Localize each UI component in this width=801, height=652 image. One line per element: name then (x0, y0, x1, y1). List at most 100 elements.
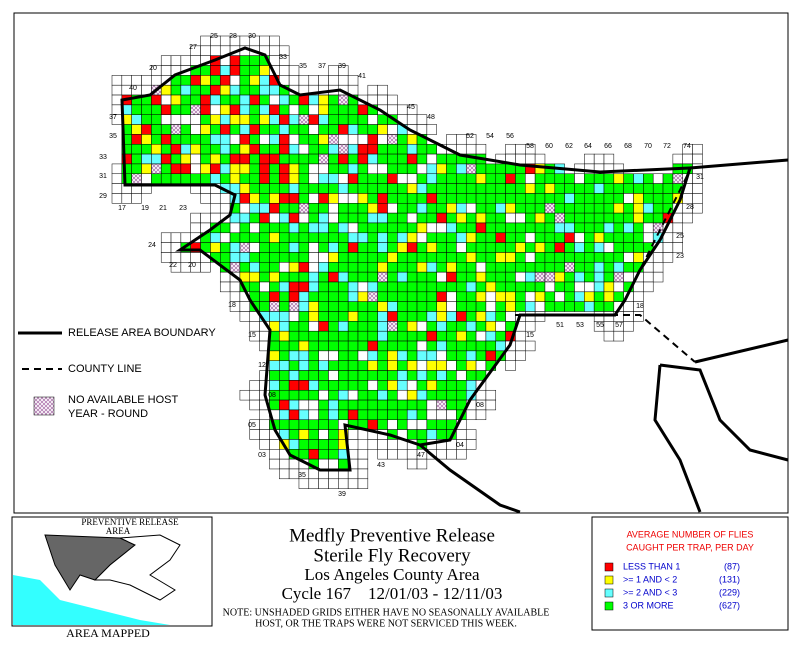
grid-cell (279, 143, 290, 155)
grid-cell (347, 409, 359, 421)
grid-cell (544, 291, 556, 302)
grid-cell (397, 252, 408, 263)
grid-cell (465, 252, 477, 263)
grid-label: 40 (129, 85, 137, 92)
grid-cell (584, 222, 595, 234)
grid-label: 66 (604, 143, 612, 150)
grid-cell (426, 340, 437, 352)
grid-cell (465, 291, 477, 302)
grid-cell (525, 340, 536, 352)
grid-cell (525, 203, 536, 214)
grid-cell (328, 330, 339, 342)
grid-cell (574, 291, 585, 302)
grid-cell (367, 360, 378, 371)
grid-cell (259, 429, 270, 440)
grid-cell (328, 370, 339, 381)
grid-label: 47 (417, 452, 425, 459)
grid-cell (160, 153, 172, 165)
grid-cell (387, 321, 398, 332)
grid-label: 31 (99, 173, 107, 180)
grid-cell (259, 252, 270, 263)
grid-cell (406, 340, 418, 352)
grid-cell (485, 163, 497, 175)
grid-cell (288, 389, 300, 401)
grid-cell (525, 291, 536, 302)
grid-cell (387, 330, 398, 342)
grid-cell (692, 193, 703, 204)
grid-cell (623, 242, 634, 253)
grid-cell (111, 84, 123, 96)
inset-ocean (13, 575, 170, 625)
grid-cell (475, 262, 487, 273)
grid-cell (534, 153, 546, 165)
grid-cell (446, 252, 457, 263)
grid-cell (279, 281, 290, 293)
grid-cell (387, 153, 398, 165)
grid-cell (239, 55, 251, 66)
grid-cell (397, 321, 408, 332)
grid-cell (554, 271, 565, 283)
grid-cell (338, 321, 349, 332)
grid-cell (308, 242, 319, 253)
grid-cell (554, 212, 565, 224)
grid-cell (534, 173, 546, 184)
grid-cell (347, 212, 359, 224)
grid-cell (505, 193, 516, 204)
grid-cell (328, 429, 339, 440)
grid-cell (436, 262, 447, 273)
grid-cell (446, 271, 457, 283)
grid-cell (505, 232, 516, 243)
grid-cell (652, 173, 664, 184)
grid-cell (249, 429, 260, 440)
grid-cell (259, 439, 270, 450)
grid-cell (318, 183, 329, 194)
grid-cell (397, 419, 408, 430)
grid-cell (318, 252, 329, 263)
grid-cell (338, 124, 349, 135)
grid-cell (426, 183, 437, 194)
grid-cell (397, 409, 408, 421)
grid-cell (593, 252, 605, 263)
grid-cell (623, 212, 634, 224)
grid-cell (406, 449, 418, 460)
grid-cell (377, 94, 388, 106)
grid-cell (328, 173, 339, 184)
map-frame (13, 12, 789, 514)
grid-cell (426, 232, 437, 243)
grid-cell (279, 389, 290, 401)
grid-cell (279, 321, 290, 332)
grid-cell (269, 252, 280, 263)
grid-cell (426, 212, 437, 224)
grid-cell (485, 262, 497, 273)
grid-cell (357, 252, 369, 263)
grid-cell (416, 114, 428, 125)
grid-cell (613, 252, 624, 263)
grid-cell (367, 84, 378, 96)
grid-cell (210, 203, 221, 214)
grid-cell (367, 124, 378, 135)
coast (694, 338, 789, 364)
grid-label: 72 (663, 143, 671, 150)
grid-cell (436, 429, 447, 440)
grid-cell (279, 350, 290, 361)
key-label: >= 2 AND < 3 (623, 587, 677, 597)
grid-cell (603, 212, 615, 224)
grid-cell (505, 143, 516, 155)
grid-cell (593, 203, 605, 214)
grid-cell (397, 360, 408, 371)
grid-cell (298, 94, 310, 106)
grid-cell (131, 75, 142, 86)
grid-cell (308, 380, 319, 391)
grid-cell (111, 173, 123, 184)
grid-cell (131, 193, 142, 204)
grid-cell (495, 203, 506, 214)
grid-cell (554, 222, 565, 234)
grid-cell (328, 360, 339, 371)
grid-cell (210, 163, 221, 175)
grid-cell (525, 232, 536, 243)
grid-cell (367, 134, 378, 145)
grid-cell (406, 222, 418, 234)
grid-cell (436, 203, 447, 214)
grid-cell (269, 458, 280, 470)
grid-cell (357, 232, 369, 243)
